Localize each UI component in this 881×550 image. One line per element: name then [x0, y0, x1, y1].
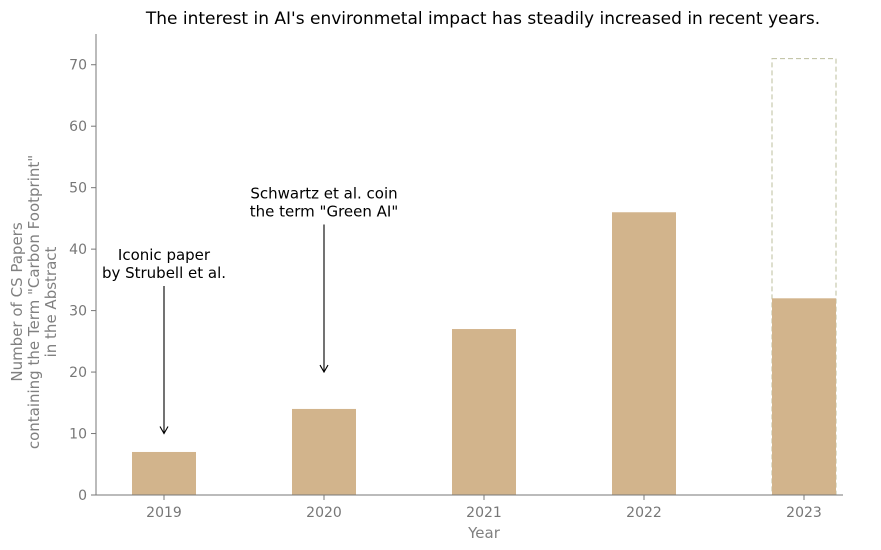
y-tick-label: 0 — [78, 488, 87, 504]
annotation-line: the term "Green AI" — [250, 203, 398, 221]
y-axis-label-line: containing the Term "Carbon Footprint" — [25, 155, 43, 449]
y-tick-label: 70 — [69, 58, 87, 74]
y-ticks-layer: 0 10 20 30 40 50 60 70 — [69, 58, 96, 504]
y-tick-label: 40 — [69, 242, 87, 258]
annotation-line: by Strubell et al. — [102, 264, 226, 282]
y-tick-label: 10 — [69, 427, 87, 443]
y-tick-label: 20 — [69, 365, 87, 381]
chart-title: The interest in AI's environmetal impact… — [145, 9, 820, 29]
x-tick-label: 2019 — [146, 505, 182, 521]
bar-2019 — [132, 451, 196, 495]
annotation-arrow-head — [319, 364, 329, 374]
x-ticks-layer: 2019 2020 2021 2022 2023 — [146, 495, 822, 521]
bar-2020 — [292, 408, 356, 495]
y-tick-label: 30 — [69, 304, 87, 320]
bar-2022 — [612, 212, 676, 495]
annotation-text-2019: Iconic paper by Strubell et al. — [102, 246, 226, 282]
y-tick-label: 50 — [69, 181, 87, 197]
annotation-line: Schwartz et al. coin — [250, 185, 397, 203]
bar-2023 — [772, 298, 836, 495]
y-axis-label: Number of CS Paperscontaining the Term "… — [8, 155, 60, 449]
x-tick-label: 2021 — [466, 505, 502, 521]
annotation-text-2020: Schwartz et al. coin the term "Green AI" — [250, 185, 398, 221]
annotation-arrow-head — [159, 426, 169, 435]
x-tick-label: 2020 — [306, 505, 342, 521]
y-tick-label: 60 — [69, 119, 87, 135]
y-axis-label-line: Number of CS Papers — [8, 222, 26, 381]
y-axis-label-text: Number of CS Paperscontaining the Term "… — [8, 155, 60, 449]
bar-2021 — [452, 329, 516, 495]
x-tick-label: 2023 — [786, 505, 822, 521]
annotation-line: Iconic paper — [118, 246, 211, 264]
x-axis-label: Year — [467, 524, 501, 542]
x-tick-label: 2022 — [626, 505, 662, 521]
annotations-layer: Iconic paper by Strubell et al. Schwartz e… — [102, 185, 398, 435]
y-axis-label-line: in the Abstract — [42, 246, 60, 357]
bars-layer — [132, 58, 837, 496]
